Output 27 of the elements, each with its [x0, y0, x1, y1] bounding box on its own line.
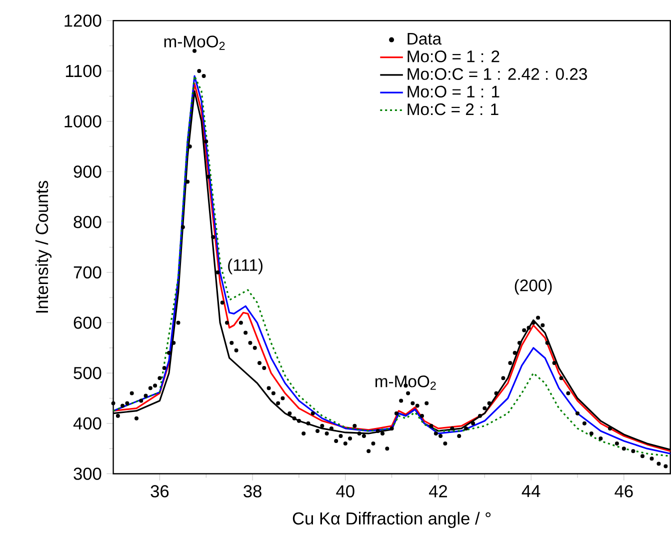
y-tick-label: 500	[74, 367, 102, 380]
annotation: (111)	[228, 258, 262, 274]
annotation: m-MoO$_{2}$	[164, 36, 225, 50]
x-axis-title: Cu Kα Diffraction angle / °	[292, 512, 491, 528]
y-tick-label: 700	[74, 266, 102, 279]
y-tick-label: 600	[74, 316, 102, 329]
legend-label: Mo:O = 1 : 2	[408, 50, 500, 62]
y-tick-label: 300	[74, 468, 102, 480]
y-tick-label: 800	[74, 216, 102, 228]
legend-label: Data	[408, 33, 442, 45]
y-tick-label: 1100	[66, 64, 102, 78]
x-tick-label: 38	[244, 485, 262, 498]
annotation: (200)	[514, 279, 552, 295]
x-tick-label: 44	[522, 485, 540, 498]
x-tick-label: 36	[150, 485, 169, 498]
x-tick-label: 42	[428, 485, 447, 498]
y-tick-label: 1200	[64, 14, 102, 27]
y-tick-label: 900	[74, 166, 102, 178]
annotation: m-MoO$_{2}$	[376, 376, 436, 390]
x-tick-label: 46	[614, 485, 633, 498]
y-tick-label: 1000	[64, 115, 102, 128]
x-tick-label: 40	[336, 485, 354, 498]
legend-label: Mo:C = 2 : 1	[408, 104, 498, 116]
y-tick-label: 400	[73, 417, 102, 430]
legend-label: Mo:O:C = 1 : 2.42 : 0.23	[408, 68, 587, 80]
y-axis-title: Intensity / Counts	[35, 181, 52, 313]
legend-label: Mo:O = 1 : 1	[408, 86, 500, 98]
